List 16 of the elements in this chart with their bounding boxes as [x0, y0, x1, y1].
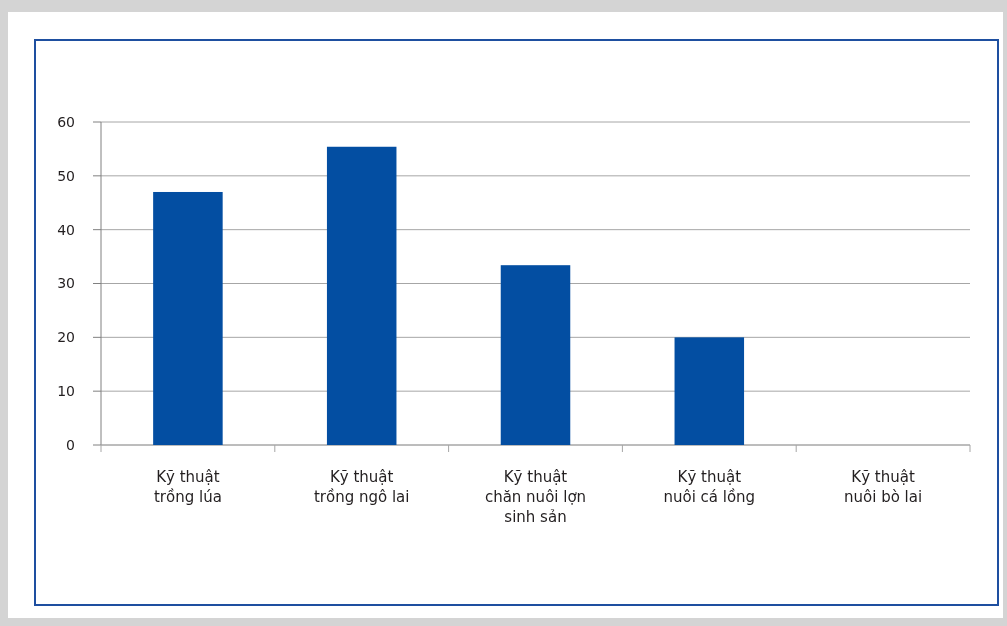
bar: [500, 265, 571, 445]
y-tick-label: 20: [57, 329, 75, 346]
x-tick-label: Kỹ thuật chăn nuôi lợn sinh sản: [484, 468, 587, 526]
x-tick-label: Kỹ thuật trồng lúa: [153, 468, 222, 506]
bar: [326, 146, 397, 445]
bar: [153, 191, 223, 445]
y-tick-label: 60: [57, 113, 75, 130]
x-tick-label: Kỹ thuật trồng ngô lai: [313, 468, 410, 506]
y-tick-label: 30: [57, 275, 75, 292]
y-tick-label: 40: [57, 221, 75, 238]
x-tick-label: Kỹ thuật nuôi bò lai: [844, 468, 923, 506]
y-tick-label: 50: [57, 167, 75, 184]
bar: [674, 337, 745, 445]
y-tick-label: 10: [57, 383, 75, 400]
y-tick-label: 0: [66, 436, 75, 453]
x-tick-label: Kỹ thuật nuôi cá lồng: [663, 468, 756, 506]
